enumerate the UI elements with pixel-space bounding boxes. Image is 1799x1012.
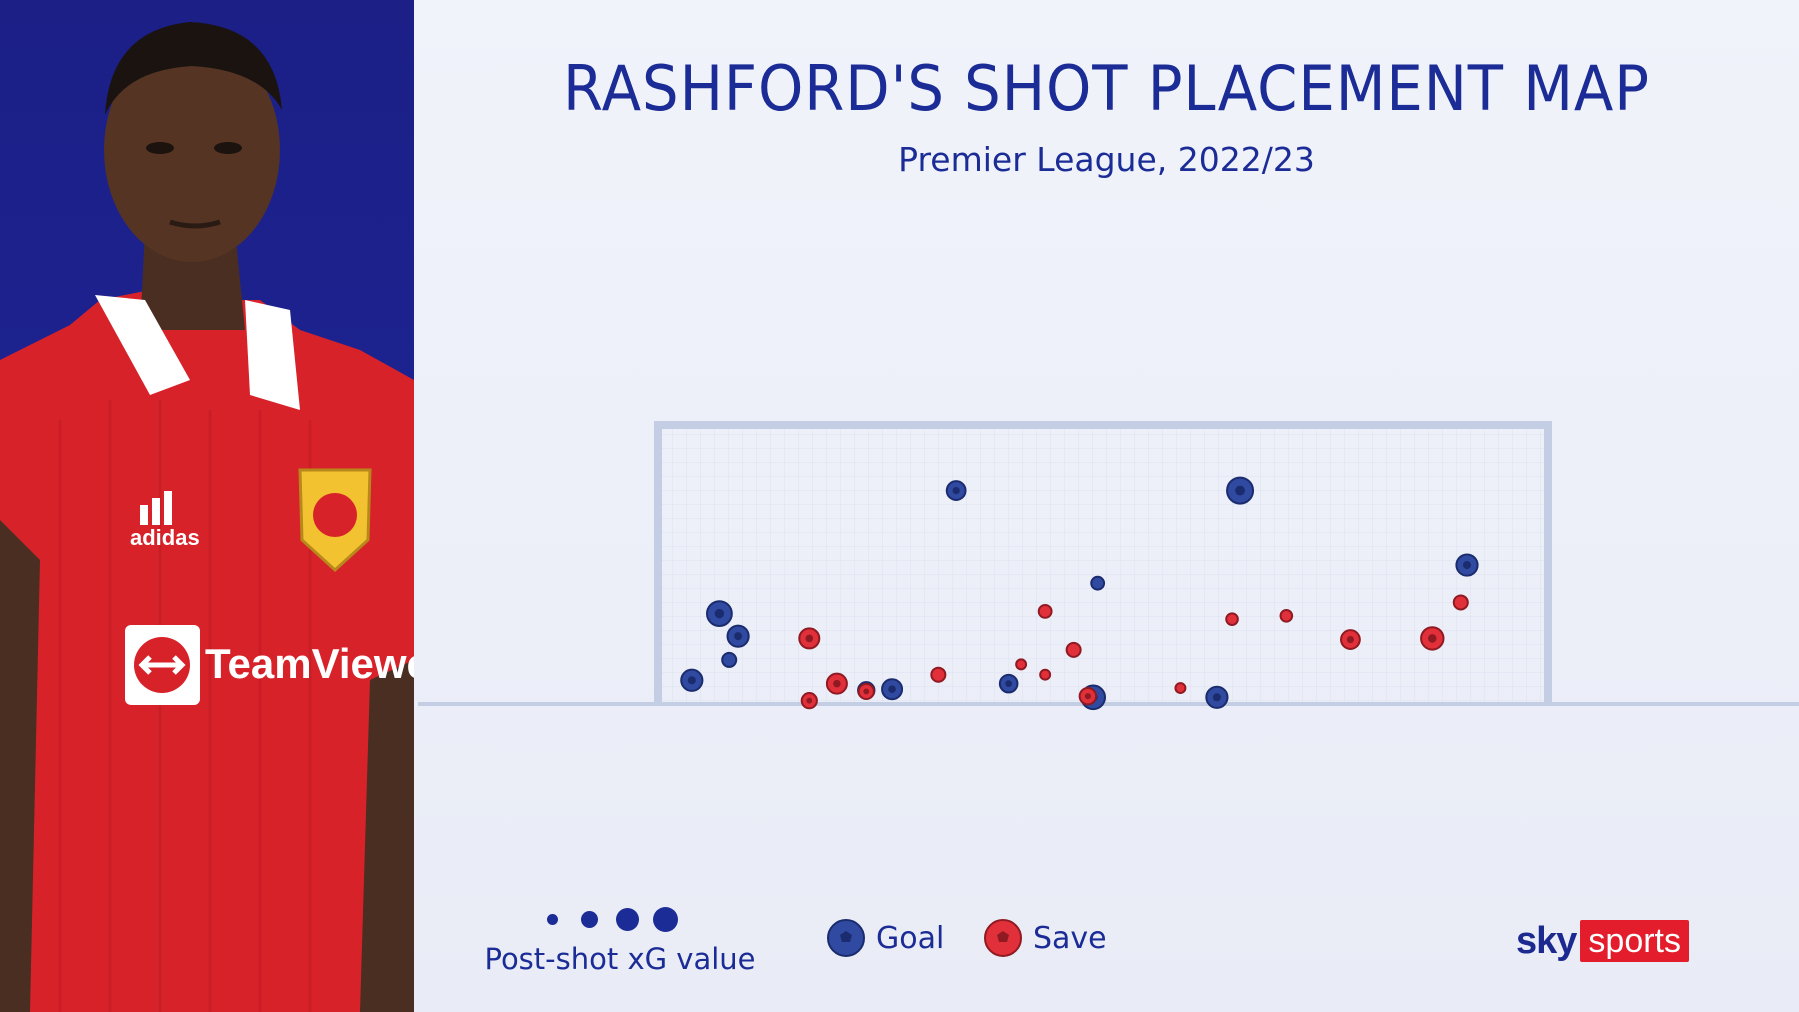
- goal-shot-marker: [1226, 476, 1255, 505]
- legend-save: Save: [983, 914, 1107, 962]
- save-shot-marker: [1039, 668, 1052, 681]
- shots-layer: [680, 476, 1479, 711]
- goal-ball-icon: [827, 919, 865, 957]
- goal-shot-marker: [706, 600, 733, 628]
- xg-size-dot-3: [616, 908, 639, 931]
- goal-shot-marker: [1455, 553, 1479, 577]
- player-photo-panel: TeamViewer adidas: [0, 0, 414, 1012]
- save-shot-marker: [1174, 682, 1187, 695]
- xg-size-dot-1: [547, 914, 558, 925]
- legend-goal: Goal: [826, 914, 944, 962]
- goal-shot-marker: [998, 673, 1019, 694]
- save-shot-marker: [1065, 641, 1082, 658]
- goal-shot-marker: [721, 651, 738, 668]
- player-illustration: TeamViewer adidas: [0, 22, 414, 1012]
- goal-frame: [654, 421, 1552, 704]
- logo-sports-text: sports: [1580, 920, 1689, 962]
- goal-net: [658, 425, 1548, 704]
- save-shot-marker: [857, 682, 875, 701]
- svg-text:TeamViewer: TeamViewer: [205, 640, 414, 687]
- svg-text:adidas: adidas: [130, 525, 200, 550]
- save-ball-icon: [984, 919, 1022, 957]
- save-shot-marker: [798, 627, 821, 650]
- save-shot-marker: [800, 692, 818, 710]
- goal-shot-marker: [945, 480, 967, 501]
- logo-sky-text: sky: [1516, 919, 1577, 962]
- legend-save-label: Save: [1033, 920, 1107, 956]
- save-shot-marker: [825, 672, 848, 695]
- save-shot-marker: [930, 666, 947, 683]
- goal-shot-marker: [1205, 685, 1229, 709]
- save-shot-marker: [1015, 658, 1028, 671]
- legend-goal-label: Goal: [876, 920, 945, 956]
- save-shot-marker: [1420, 626, 1445, 651]
- goal-shot-marker: [881, 678, 904, 701]
- chart-subtitle: Premier League, 2022/23: [898, 140, 1315, 179]
- save-shot-marker: [1037, 603, 1053, 619]
- chart-title: RASHFORD'S SHOT PLACEMENT MAP: [563, 52, 1650, 125]
- save-shot-marker: [1452, 594, 1469, 611]
- xg-size-dot-2: [581, 911, 598, 928]
- save-shot-marker: [1279, 609, 1294, 623]
- xg-size-dot-4: [653, 907, 678, 932]
- save-shot-marker: [1225, 612, 1239, 626]
- xg-legend-label: Post-shot xG value: [484, 942, 756, 976]
- goal-shot-marker: [726, 624, 750, 648]
- xg-size-legend: Post-shot xG value: [470, 904, 770, 984]
- goal-shot-marker: [1090, 575, 1106, 591]
- save-shot-marker: [1078, 686, 1098, 706]
- sky-sports-logo: sky sports: [1516, 918, 1689, 964]
- save-shot-marker: [1340, 629, 1361, 650]
- goal-shot-marker: [680, 668, 704, 692]
